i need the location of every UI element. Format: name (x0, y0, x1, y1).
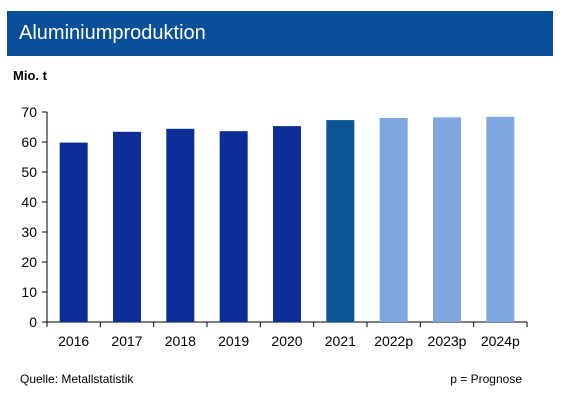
x-tick-label: 2019 (218, 333, 249, 349)
x-tick-label: 2017 (111, 333, 142, 349)
chart-title: Aluminiumproduktion (19, 22, 206, 44)
bar-2018 (166, 128, 195, 322)
y-tick-label: 50 (21, 164, 37, 180)
y-tick-label: 20 (21, 254, 37, 270)
x-tick-label: 2022p (374, 333, 413, 349)
bar-2020 (273, 126, 301, 322)
y-tick-label: 30 (21, 224, 37, 240)
source-note: Quelle: Metallstatistik (20, 372, 134, 386)
x-tick-label: 2020 (271, 333, 302, 349)
y-tick-label: 10 (21, 284, 37, 300)
x-tick-label: 2023p (428, 333, 467, 349)
x-tick-label: 2016 (58, 333, 89, 349)
bar-2019 (219, 131, 248, 322)
bar-2021 (326, 120, 355, 322)
forecast-legend-note: p = Prognose (450, 372, 522, 386)
y-tick-label: 60 (21, 134, 37, 150)
y-tick-label: 0 (29, 314, 37, 330)
chart-header: Aluminiumproduktion (7, 11, 553, 56)
x-tick-label: 2021 (325, 333, 356, 349)
x-tick-label: 2018 (165, 333, 196, 349)
bar-2023p (433, 117, 461, 323)
bar-2017 (113, 131, 141, 322)
bar-2016 (59, 142, 88, 322)
y-tick-label: 40 (21, 194, 37, 210)
bar-2022p (379, 118, 408, 322)
bar-2024p (486, 116, 515, 322)
x-tick-label: 2024p (481, 333, 520, 349)
y-tick-label: 70 (21, 104, 37, 120)
y-axis-unit-label: Mio. t (13, 68, 47, 83)
